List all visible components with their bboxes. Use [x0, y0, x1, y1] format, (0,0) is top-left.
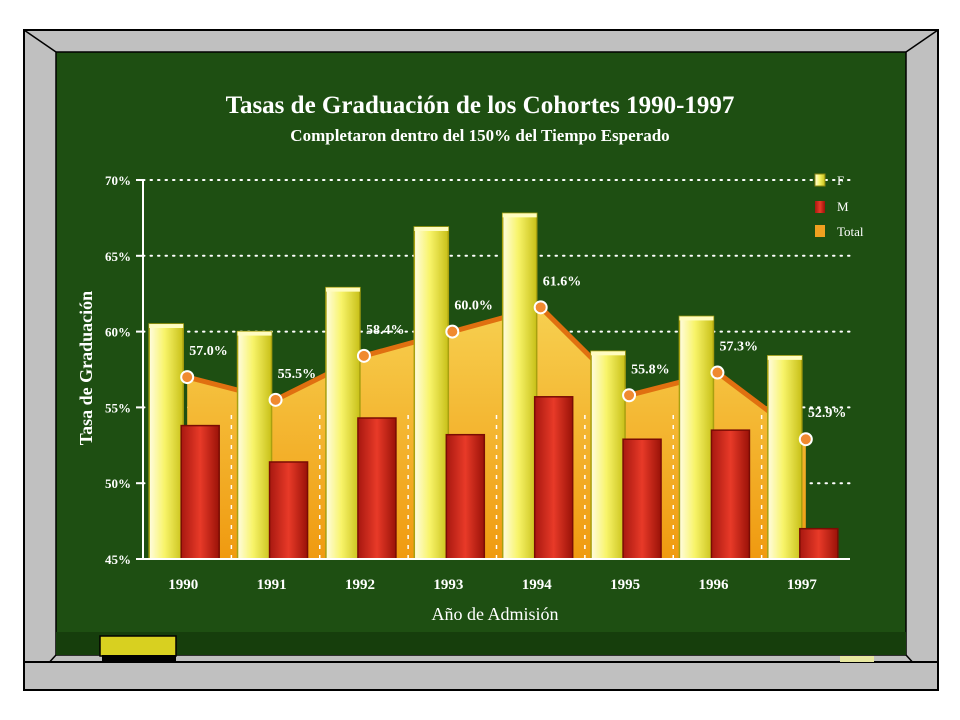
y-tick-label: 60% [105, 325, 131, 340]
total-data-label: 52.9% [808, 406, 847, 421]
legend-swatch-total [815, 225, 825, 237]
bar-f-1995 [590, 350, 626, 560]
bar-f-1997 [767, 355, 803, 560]
bar-m-1990 [180, 424, 220, 560]
total-point-1993 [445, 324, 460, 339]
legend-label-m: M [837, 199, 849, 214]
x-tick-label: 1994 [522, 577, 553, 593]
chalk-piece [840, 656, 874, 662]
bar-f-1991 [236, 330, 273, 560]
total-data-label: 58.4% [366, 323, 405, 338]
chart-subtitle: Completaron dentro del 150% del Tiempo E… [290, 126, 669, 145]
bar-m-1994 [533, 396, 574, 560]
total-data-label: 57.0% [189, 344, 228, 359]
bar-m-1996 [710, 429, 751, 560]
total-data-label: 55.8% [631, 362, 670, 377]
legend-swatch-f [814, 173, 826, 187]
y-tick-label: 70% [105, 173, 131, 188]
bar-f-cap [325, 287, 360, 292]
bar-f-cap [414, 226, 449, 231]
bar-f-cap [767, 355, 802, 360]
total-point-1994 [533, 300, 548, 315]
bar-m-1995 [622, 438, 662, 560]
bar-f-cap [237, 331, 272, 336]
bar-f-1993 [413, 226, 450, 560]
bar-f-1996 [678, 315, 715, 560]
total-point-1990 [180, 370, 195, 385]
bar-f-1994 [501, 212, 538, 560]
y-tick-label: 65% [105, 249, 131, 264]
total-point-1996 [710, 365, 725, 380]
chart-title: Tasas de Graduación de los Cohortes 1990… [226, 92, 735, 119]
bar-f-cap [679, 316, 714, 321]
bar-m-1993 [445, 433, 486, 560]
legend-label-total: Total [837, 224, 864, 239]
chalk-eraser [99, 635, 177, 657]
legend-swatch-m [815, 201, 825, 213]
y-tick-label: 55% [105, 400, 131, 415]
y-tick-label: 45% [105, 552, 131, 567]
bars [148, 212, 839, 560]
legend-label-f: F [837, 173, 844, 188]
x-tick-label: 1990 [168, 577, 198, 593]
total-point-1995 [622, 388, 637, 403]
x-axis-ticks: 1990 1991 1992 1993 1994 1995 1996 1997 [168, 577, 817, 593]
y-tick-label: 50% [105, 476, 131, 491]
bar-f-cap [149, 324, 184, 329]
x-tick-label: 1996 [698, 577, 729, 593]
bar-f-1992 [325, 286, 361, 560]
legend: F M Total [814, 173, 864, 239]
x-tick-label: 1992 [345, 577, 375, 593]
total-data-label: 60.0% [454, 299, 493, 314]
total-point-1997 [798, 432, 813, 447]
x-tick-label: 1997 [787, 577, 818, 593]
total-point-1991 [268, 392, 283, 407]
x-axis-label: Año de Admisión [431, 604, 558, 624]
y-axis-label: Tasa de Graduación [76, 291, 96, 445]
bar-m-1992 [357, 417, 397, 560]
bar-f-cap [502, 213, 537, 218]
bar-m-1991 [268, 461, 309, 560]
y-axis-ticks: 45% 50% 55% 60% 65% 70% [105, 173, 143, 567]
x-tick-label: 1993 [433, 577, 463, 593]
x-tick-label: 1991 [257, 577, 287, 593]
total-points: 57.0% 55.5% 58.4% 60.0% 61.6% 55.8% 57.3% 52.9% [180, 274, 847, 447]
bar-f-cap [591, 351, 626, 356]
total-point-1992 [356, 348, 371, 363]
bar-f-1990 [148, 323, 184, 560]
total-data-label: 61.6% [543, 274, 582, 289]
total-data-label: 55.5% [278, 367, 317, 382]
x-tick-label: 1995 [610, 577, 640, 593]
total-data-label: 57.3% [719, 340, 758, 355]
bar-m-1997 [799, 527, 839, 560]
